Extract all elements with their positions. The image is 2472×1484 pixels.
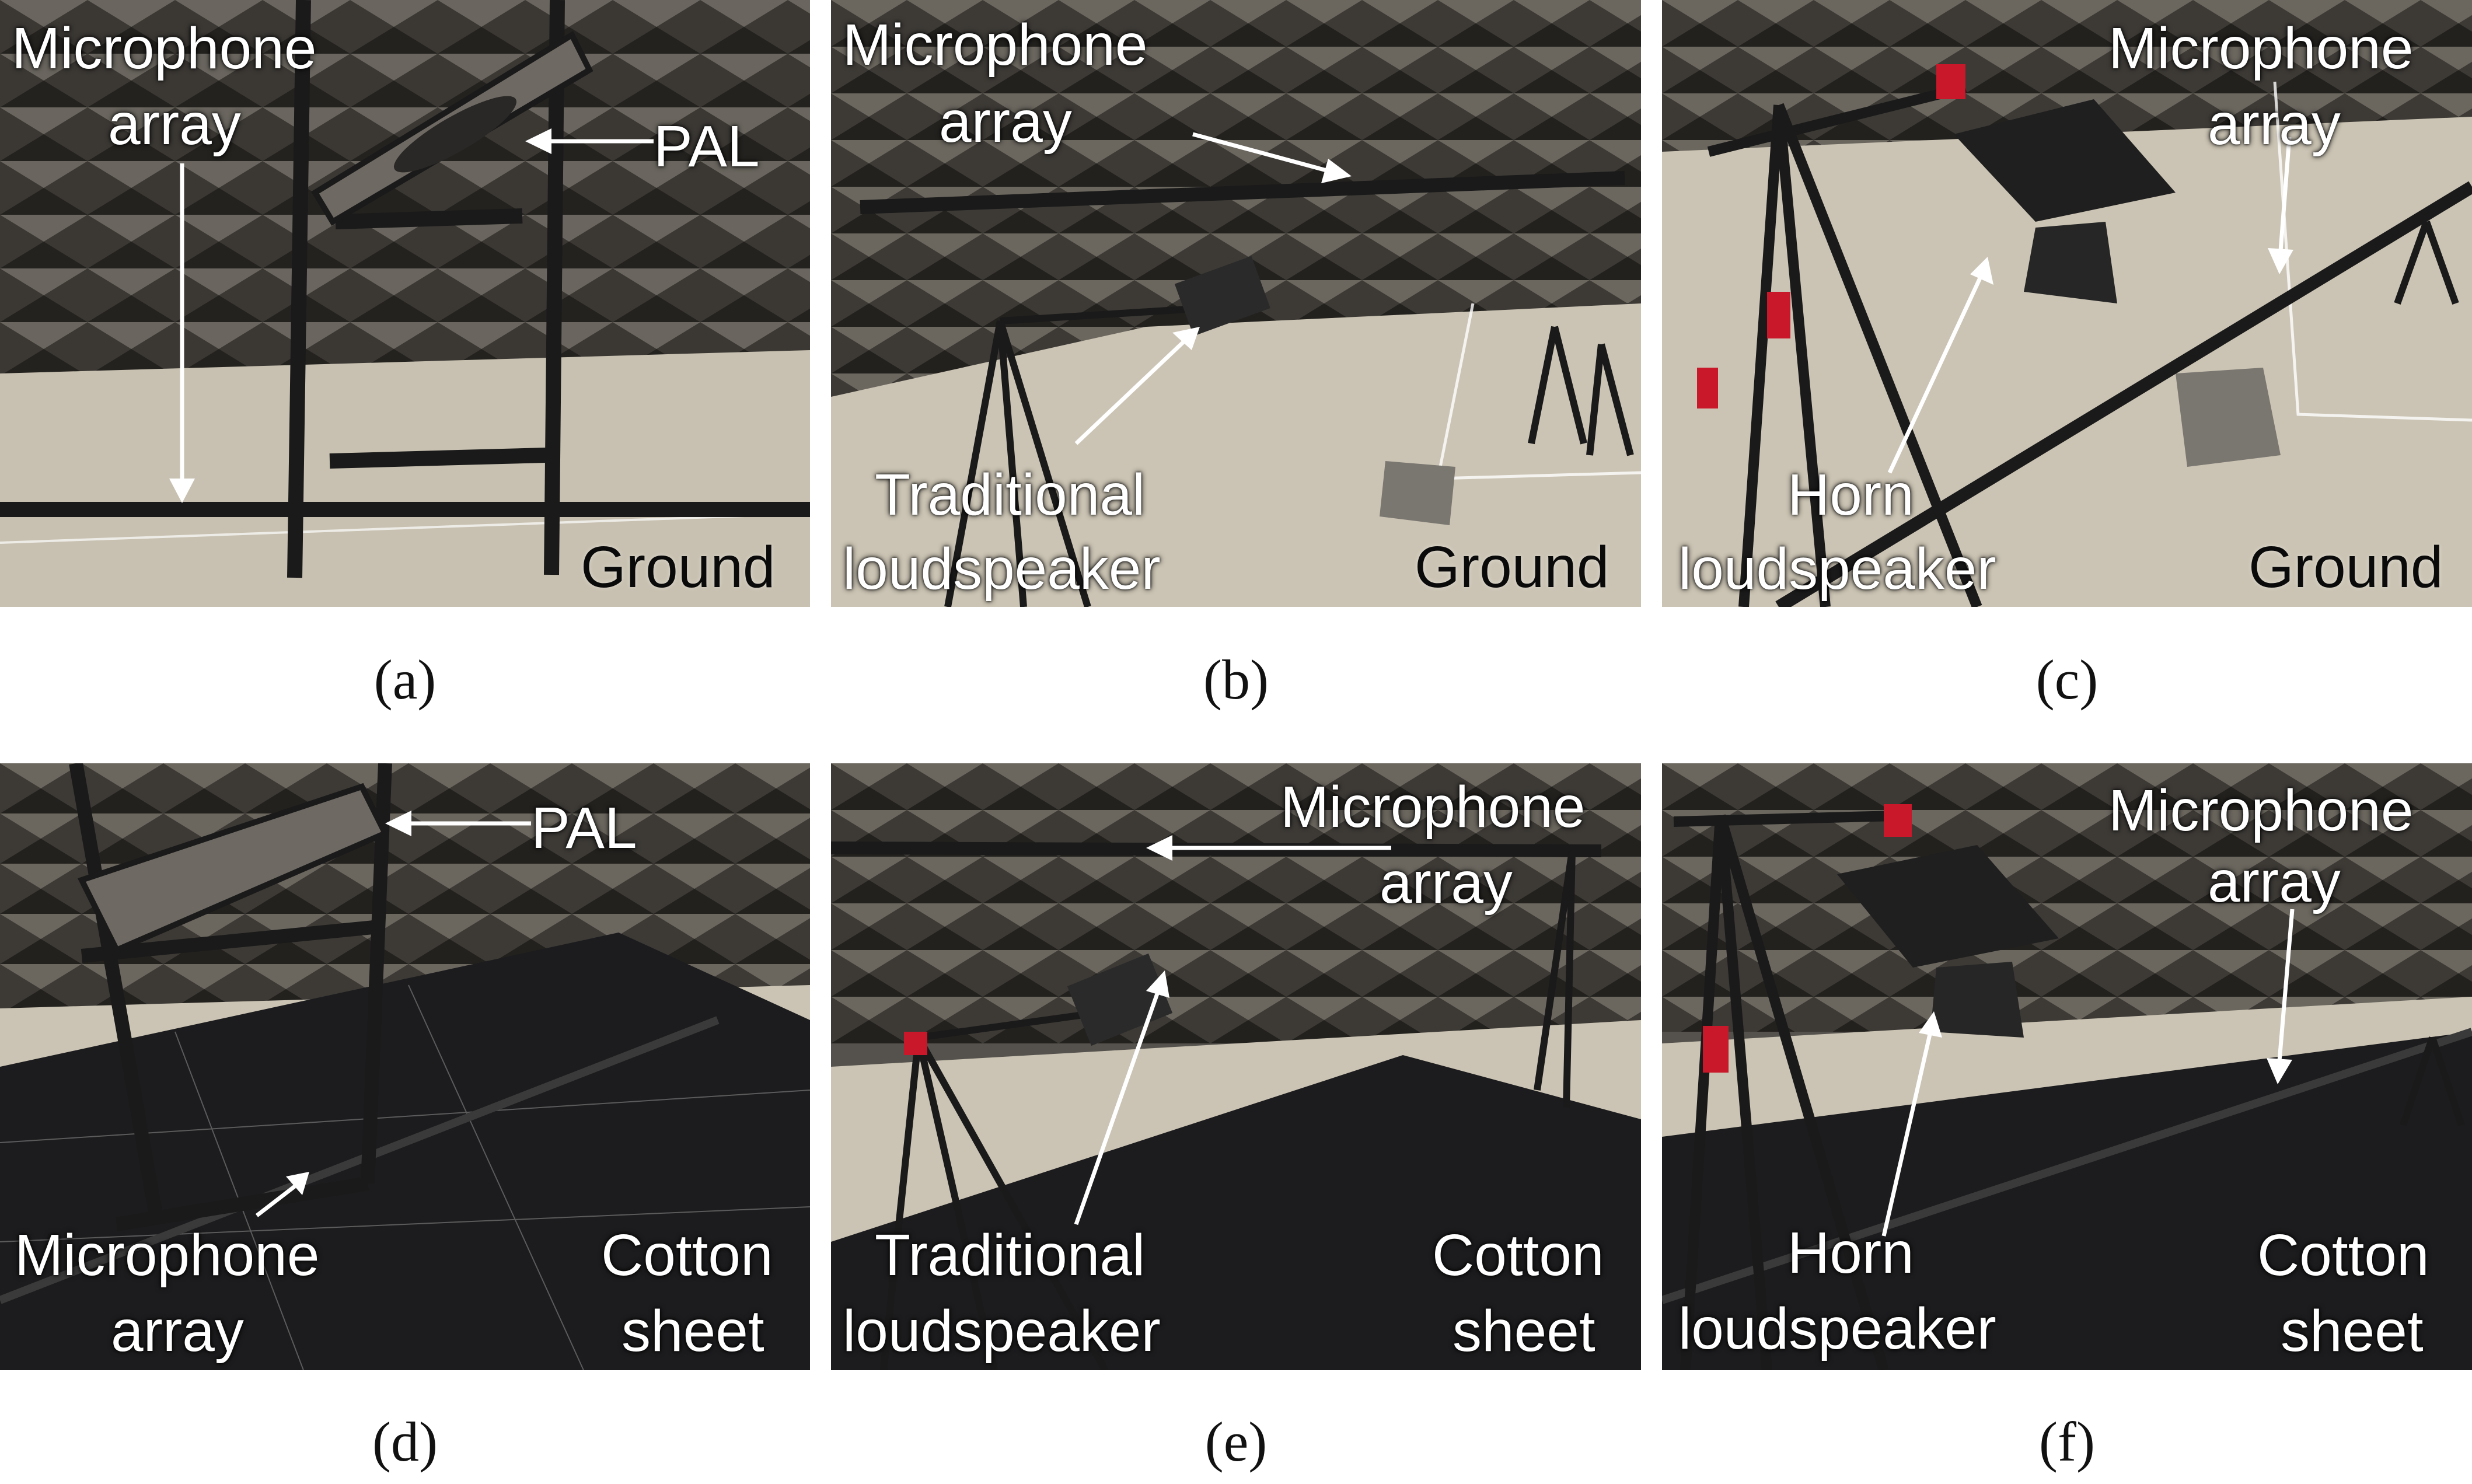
panel-d-photo: PAL Microphone array Cotton sheet bbox=[0, 763, 810, 1370]
panel-a-scene bbox=[0, 0, 810, 607]
panel-f-scene bbox=[1662, 763, 2472, 1370]
caption-b: (b) bbox=[1203, 648, 1269, 711]
caption-e: (e) bbox=[1204, 1410, 1268, 1473]
panel-c-photo: Microphone array Horn loudspeaker Ground bbox=[1662, 0, 2472, 607]
caption-a: (a) bbox=[373, 648, 437, 711]
panel-a-photo: Microphone array PAL Ground bbox=[0, 0, 810, 607]
panel-e-scene bbox=[831, 763, 1641, 1370]
panel-e-photo: Microphone array Traditional loudspeaker… bbox=[831, 763, 1641, 1370]
panel-b-photo: Microphone array Traditional loudspeaker… bbox=[831, 0, 1641, 607]
panel-b-scene bbox=[831, 0, 1641, 607]
panel-f-photo: Microphone array Horn loudspeaker Cotton… bbox=[1662, 763, 2472, 1370]
caption-c: (c) bbox=[2035, 648, 2099, 711]
caption-f: (f) bbox=[2039, 1410, 2095, 1473]
caption-d: (d) bbox=[372, 1410, 438, 1473]
panel-c-scene bbox=[1662, 0, 2472, 607]
panel-d-scene bbox=[0, 763, 810, 1370]
